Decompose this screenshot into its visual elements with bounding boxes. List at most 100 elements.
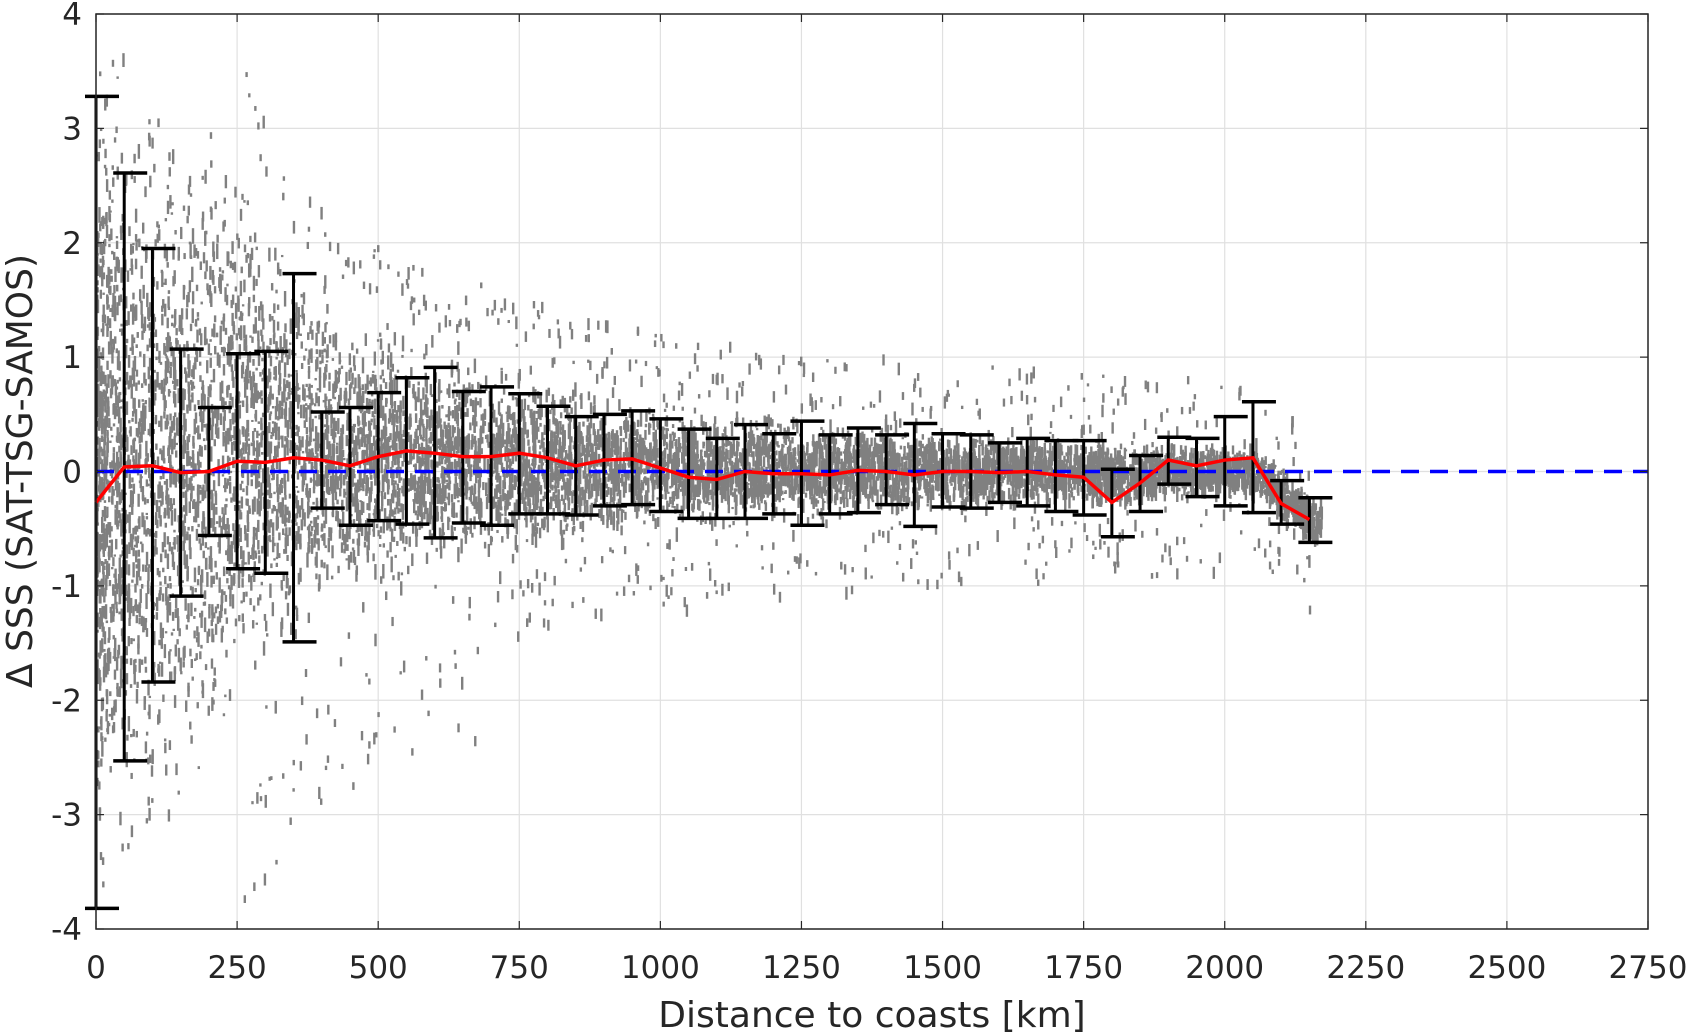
scatter-point: [1147, 490, 1150, 501]
scatter-point: [549, 497, 553, 510]
scatter-point: [248, 370, 252, 379]
scatter-point: [255, 367, 258, 371]
scatter-point: [1153, 482, 1156, 498]
scatter-point: [118, 611, 121, 615]
scatter-point: [1096, 463, 1099, 475]
scatter-point: [302, 404, 306, 419]
scatter-point: [307, 332, 310, 340]
scatter-point: [168, 152, 171, 161]
scatter-point: [195, 637, 199, 643]
scatter-point: [425, 427, 428, 442]
scatter-point: [477, 490, 481, 498]
scatter-point: [1007, 466, 1011, 470]
scatter-point: [656, 497, 659, 500]
scatter-point: [212, 251, 216, 262]
scatter-point: [148, 695, 152, 699]
scatter-point: [503, 493, 506, 501]
scatter-point: [145, 440, 148, 457]
scatter-point: [1002, 491, 1006, 502]
scatter-point: [1073, 454, 1077, 468]
scatter-point: [1276, 509, 1279, 520]
scatter-point: [1190, 447, 1193, 459]
scatter-point: [137, 549, 141, 557]
scatter-point: [155, 547, 158, 555]
scatter-point: [568, 481, 572, 496]
scatter-point: [451, 425, 455, 438]
scatter-point: [752, 451, 755, 467]
scatter-point: [453, 459, 457, 469]
scatter-point: [280, 407, 284, 419]
scatter-point: [183, 412, 186, 428]
scatter-point: [564, 474, 567, 477]
scatter-point: [281, 497, 285, 507]
scatter-point: [1102, 471, 1106, 481]
scatter-point: [778, 491, 781, 503]
scatter-point: [664, 490, 667, 500]
scatter-point: [387, 462, 390, 470]
scatter-point: [394, 554, 397, 558]
scatter-point: [98, 560, 101, 573]
scatter-point: [1114, 447, 1117, 461]
scatter-point: [209, 353, 213, 356]
scatter-point: [368, 443, 372, 452]
scatter-point: [99, 223, 102, 232]
scatter-point: [286, 380, 289, 389]
scatter-point: [104, 374, 107, 387]
scatter-point: [1037, 483, 1040, 487]
scatter-point: [921, 443, 924, 449]
scatter-point: [510, 434, 513, 447]
scatter-point: [704, 501, 707, 504]
scatter-point: [590, 502, 594, 517]
scatter-point: [320, 559, 323, 568]
scatter-point: [145, 628, 149, 637]
scatter-point: [889, 437, 892, 440]
scatter-point: [308, 349, 311, 360]
scatter-point: [169, 413, 172, 421]
scatter-point: [457, 430, 461, 437]
scatter-point: [1006, 479, 1009, 485]
scatter-point: [213, 679, 217, 687]
scatter-point: [280, 621, 283, 637]
scatter-point: [427, 444, 430, 453]
scatter-point: [477, 445, 480, 457]
scatter-point: [270, 563, 273, 569]
scatter-point: [589, 402, 593, 415]
scatter-point: [903, 445, 906, 460]
scatter-point: [435, 399, 438, 404]
scatter-point: [306, 452, 309, 461]
scatter-point: [645, 447, 648, 455]
scatter-point: [609, 448, 612, 458]
scatter-point: [1022, 489, 1025, 499]
scatter-point: [103, 562, 106, 565]
scatter-point: [309, 477, 313, 483]
scatter-point: [879, 494, 883, 510]
scatter-point: [1276, 477, 1280, 489]
scatter-point: [599, 434, 602, 448]
scatter-point: [430, 394, 434, 398]
scatter-point: [223, 591, 226, 596]
scatter-point: [556, 500, 560, 512]
scatter-point: [964, 497, 968, 512]
scatter-point: [259, 495, 262, 511]
scatter-point: [132, 527, 135, 535]
scatter-point: [1123, 470, 1126, 484]
scatter-point: [246, 358, 250, 371]
scatter-point: [130, 264, 134, 275]
scatter-point: [129, 347, 132, 351]
scatter-point: [162, 282, 165, 285]
scatter-point: [889, 494, 893, 498]
scatter-point: [206, 572, 209, 587]
scatter-point: [115, 657, 119, 671]
scatter-point: [378, 391, 382, 398]
scatter-point: [245, 498, 248, 506]
scatter-point: [149, 423, 152, 437]
scatter-point: [108, 190, 112, 200]
scatter-point: [328, 372, 331, 380]
scatter-point: [558, 461, 561, 469]
scatter-point: [316, 515, 320, 520]
scatter-point: [654, 429, 657, 446]
scatter-point: [242, 488, 245, 493]
scatter-point: [713, 423, 716, 438]
scatter-point: [295, 446, 298, 450]
scatter-point: [323, 285, 326, 294]
